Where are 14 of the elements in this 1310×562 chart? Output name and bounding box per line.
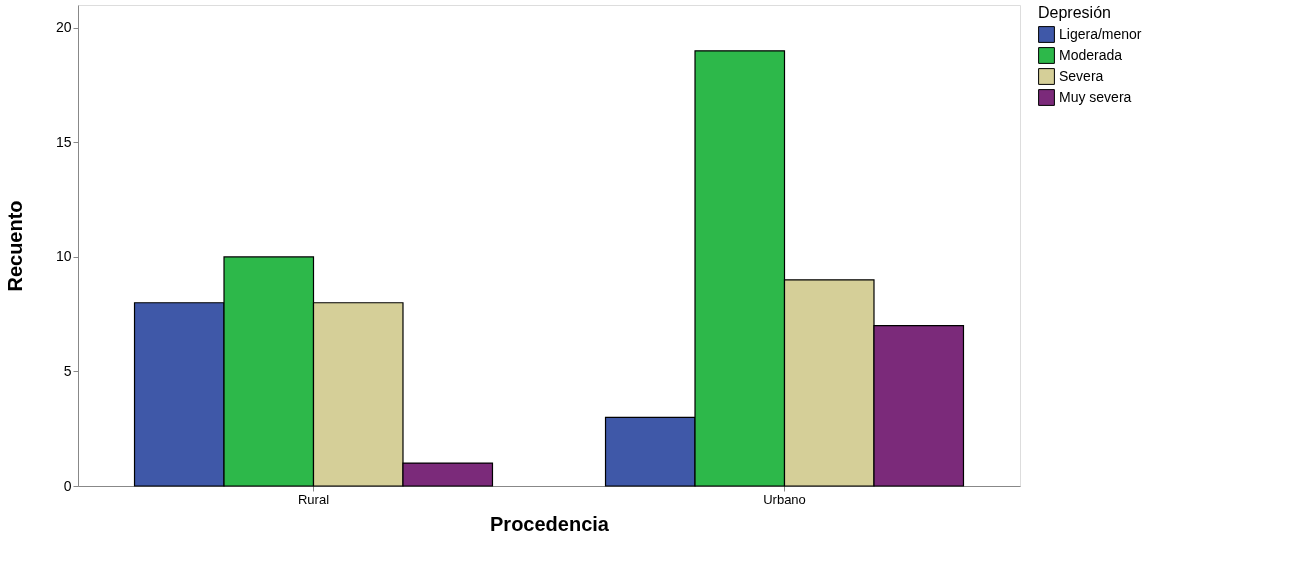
- y-tick-label: 0: [63, 477, 72, 494]
- y-tick-label: 5: [63, 362, 72, 379]
- x-axis-title: Procedencia: [490, 512, 610, 535]
- y-tick-label: 20: [55, 19, 72, 36]
- x-tick-label: Urbano: [763, 491, 806, 507]
- legend-label: Ligera/menor: [1059, 25, 1142, 42]
- y-tick-label: 10: [55, 248, 72, 265]
- legend-label: Muy severa: [1059, 88, 1132, 105]
- legend-title: Depresión: [1038, 4, 1111, 21]
- legend-label: Severa: [1059, 67, 1104, 84]
- y-axis-title: Recuento: [3, 200, 26, 292]
- legend-label: Moderada: [1059, 46, 1123, 63]
- x-tick-label: Rural: [297, 491, 330, 507]
- y-tick-label: 15: [55, 133, 72, 150]
